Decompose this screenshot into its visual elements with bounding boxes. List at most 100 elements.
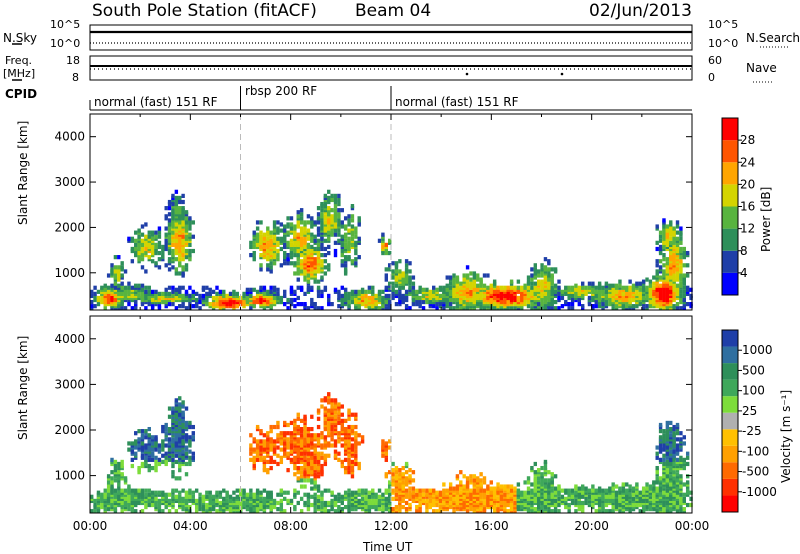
data-cell [337,431,341,436]
data-cell [272,228,277,233]
data-cell [652,275,656,280]
data-cell [459,281,463,286]
data-cell [316,293,321,299]
data-cell [347,498,351,504]
data-cell [560,494,565,499]
data-cell [150,451,155,456]
data-cell [523,283,527,288]
data-cell [167,406,172,411]
data-cell [130,306,135,311]
data-cell [581,500,585,506]
data-cell [113,468,118,473]
data-cell [127,302,131,307]
data-cell [320,504,324,510]
data-cell [178,261,182,266]
data-cell [547,482,551,487]
data-cell [316,408,321,413]
data-cell [347,465,351,471]
data-cell [164,459,168,465]
data-cell [117,265,121,270]
data-cell [570,302,575,307]
data-cell [675,224,680,229]
data-cell [188,226,192,231]
data-cell [509,279,514,284]
data-cell [174,189,179,194]
data-cell [113,269,118,274]
data-cell [255,293,260,299]
data-cell [658,275,663,280]
data-cell [442,482,446,487]
data-cell [533,484,537,489]
data-cell [299,478,304,483]
data-cell [266,437,270,442]
data-cell [272,285,277,290]
data-cell [553,498,558,504]
data-cell [533,267,537,272]
data-cell [685,302,690,307]
data-cell [550,472,554,477]
data-cell [679,240,683,245]
data-cell [513,486,517,491]
data-cell [384,285,389,290]
data-cell [144,222,148,227]
data-cell [191,424,195,430]
data-cell [553,283,558,288]
data-cell [482,476,487,481]
data-cell [276,461,280,467]
data-cell [320,500,324,506]
data-cell [157,230,162,235]
data-cell [394,261,399,266]
data-cell [93,509,97,514]
data-cell [137,465,141,471]
data-cell [103,492,107,497]
data-cell [137,488,141,493]
data-cell [174,306,179,311]
data-cell [482,488,487,493]
data-cell [536,476,541,481]
data-cell [391,507,395,512]
data-cell [323,259,328,264]
data-cell [343,242,348,247]
data-cell [553,486,558,491]
data-cell [323,488,328,493]
data-cell [323,396,328,401]
data-cell [147,502,151,508]
data-cell [509,285,514,290]
data-cell [299,226,304,231]
data-cell [140,461,145,467]
data-cell [330,208,334,213]
data-cell [289,445,294,450]
data-cell [276,248,280,254]
ytick-label: 3000 [54,175,85,189]
data-cell [313,455,317,460]
data-cell [127,507,131,512]
data-cell [296,210,300,215]
data-cell [184,216,189,221]
data-cell [398,496,402,501]
data-cell [279,246,284,252]
data-cell [174,271,179,276]
data-cell [320,293,324,299]
data-cell [618,289,622,294]
data-cell [364,293,368,299]
data-cell [428,498,433,504]
data-cell [574,490,578,495]
data-cell [381,453,385,458]
data-cell [469,281,473,286]
data-cell [123,488,128,493]
data-cell [448,275,453,280]
data-cell [181,206,185,211]
data-cell [337,232,341,237]
data-cell [178,490,182,495]
data-cell [157,461,162,467]
data-cell [188,232,192,237]
data-cell [347,408,351,413]
data-cell [110,480,114,485]
data-cell [672,273,676,278]
data-cell [533,507,537,512]
data-cell [679,226,683,231]
data-cell [147,433,151,438]
data-cell [327,392,331,397]
data-cell [645,482,649,487]
data-cell [327,422,331,428]
